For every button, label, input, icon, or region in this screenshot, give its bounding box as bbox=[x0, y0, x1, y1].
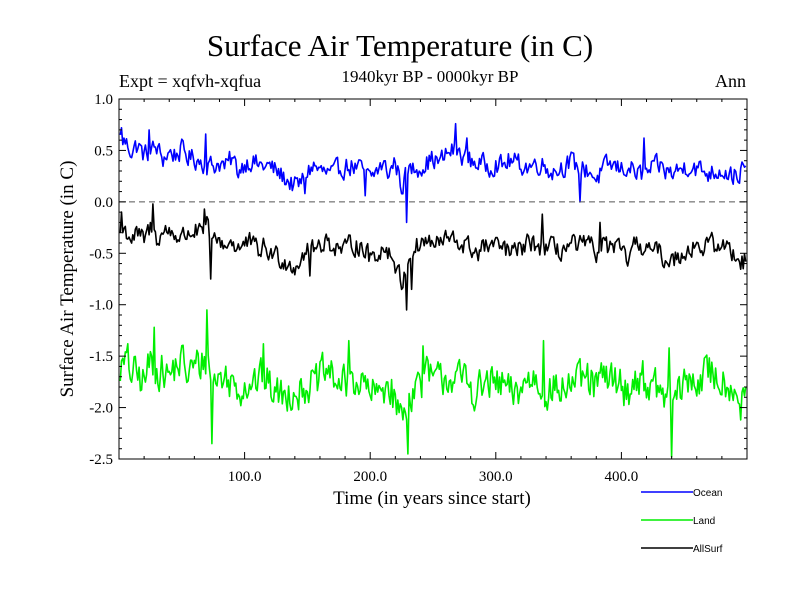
axis-ticks bbox=[119, 98, 747, 460]
x-tick-label: 300.0 bbox=[479, 469, 513, 485]
x-tick-labels: 100.0 200.0 300.0 400.0 bbox=[228, 469, 639, 485]
season-label: Ann bbox=[715, 71, 746, 91]
series-line-ocean bbox=[119, 122, 747, 224]
y-tick-label: -1.0 bbox=[89, 298, 113, 314]
y-tick-label: 1.0 bbox=[94, 92, 113, 108]
chart-title: Surface Air Temperature (in C) bbox=[206, 28, 594, 63]
y-tick-labels: -2.5 -2.0 -1.5 -1.0 -0.5 0.0 0.5 1.0 bbox=[89, 92, 113, 468]
legend: Ocean Land AllSurf bbox=[641, 488, 723, 555]
y-tick-label: -0.5 bbox=[89, 246, 113, 262]
x-tick-label: 400.0 bbox=[605, 469, 639, 485]
y-tick-label: -2.0 bbox=[89, 401, 113, 417]
y-tick-label: -1.5 bbox=[89, 349, 113, 365]
x-tick-label: 200.0 bbox=[353, 469, 387, 485]
legend-label-allsurf: AllSurf bbox=[693, 544, 723, 555]
x-tick-label: 100.0 bbox=[228, 469, 262, 485]
experiment-label: Expt = xqfvh-xqfua bbox=[119, 71, 262, 91]
y-tick-label: 0.0 bbox=[94, 195, 113, 211]
period-label: 1940kyr BP - 0000kyr BP bbox=[341, 67, 519, 86]
y-axis-title: Surface Air Temperature (in C) bbox=[57, 161, 78, 398]
legend-label-land: Land bbox=[693, 516, 715, 527]
y-tick-label: -2.5 bbox=[89, 452, 113, 468]
y-tick-label: 0.5 bbox=[94, 143, 113, 159]
series-line-land bbox=[119, 309, 747, 458]
legend-label-ocean: Ocean bbox=[693, 488, 722, 499]
x-axis-title: Time (in years since start) bbox=[333, 488, 531, 509]
series-line-allsurf bbox=[119, 203, 747, 311]
plot-frame bbox=[118, 98, 748, 460]
series-layer bbox=[119, 122, 747, 458]
